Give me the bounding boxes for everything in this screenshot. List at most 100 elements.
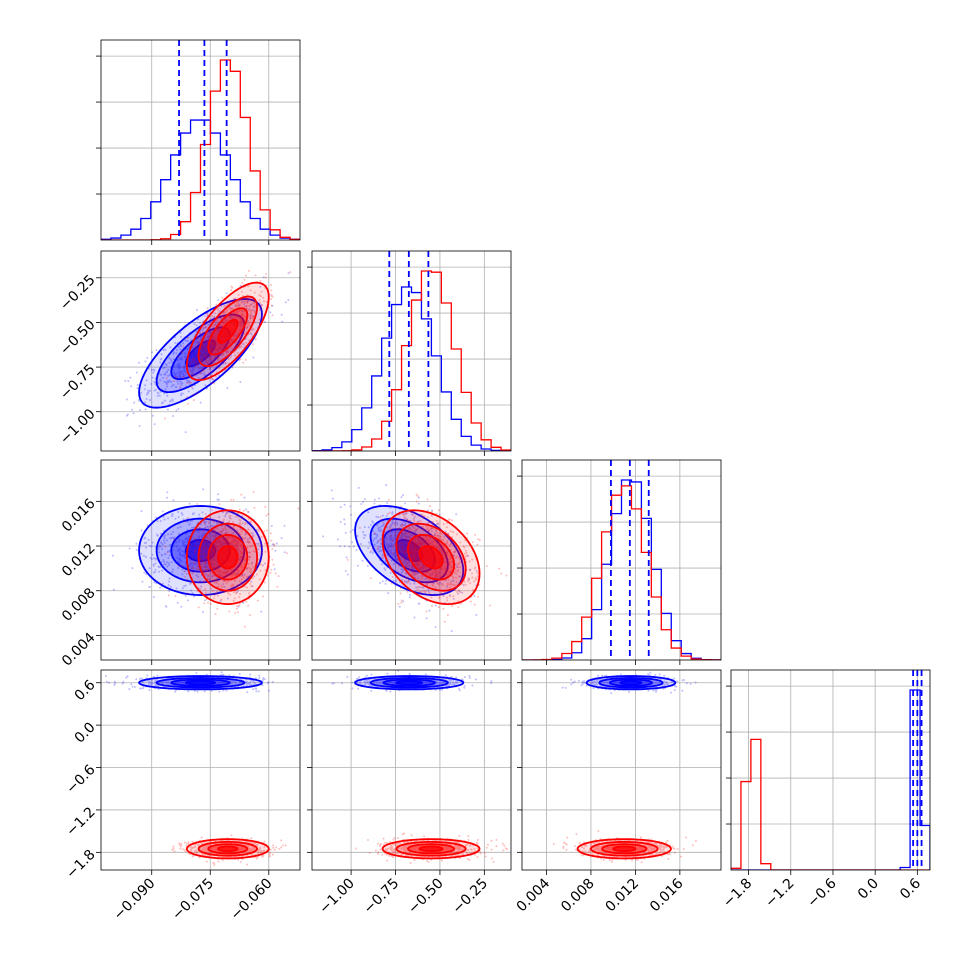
x-tick-label: 0.008 [558, 876, 598, 916]
density-contour [590, 841, 659, 857]
density-contour [381, 509, 481, 606]
density-contour [395, 841, 467, 857]
density-contour [185, 281, 270, 382]
histogram-series-0 [731, 689, 930, 870]
x-tick-label: 0.0 [855, 876, 882, 903]
density-contour [576, 838, 672, 860]
y-tick-label: 0.0 [72, 719, 99, 746]
y-tick-label: −0.75 [57, 361, 99, 403]
panel-1-1 [311, 250, 512, 452]
x-tick-label: −0.060 [228, 876, 276, 924]
density-contour [207, 307, 249, 356]
density-fill [218, 319, 238, 343]
histogram-series-1 [731, 738, 930, 870]
histogram-series-0 [312, 286, 511, 451]
density-contour [184, 680, 217, 686]
panel-3-3 [730, 669, 931, 871]
y-tick-label: 0.016 [59, 496, 99, 536]
y-tick-label: −0.25 [57, 272, 99, 314]
panel-2-2 [521, 459, 722, 661]
density-contour [207, 533, 249, 581]
x-tick-label: −0.25 [450, 876, 492, 918]
density-contour [185, 838, 270, 860]
panel-frame [521, 459, 722, 661]
density-contour [170, 678, 231, 687]
y-tick-label: −0.6 [63, 762, 98, 797]
density-contour [207, 843, 249, 855]
density-contour [395, 680, 424, 686]
histogram-series-0 [101, 119, 300, 240]
density-contour [138, 298, 263, 409]
density-contour [418, 845, 444, 853]
density-contour [138, 505, 263, 596]
panel-1-0 [100, 250, 301, 452]
density-contour [354, 505, 465, 596]
histogram-series-0 [522, 479, 721, 660]
density-contour [197, 841, 258, 857]
x-tick-label: −1.2 [762, 876, 797, 911]
density-contour [395, 522, 467, 592]
panel-frame [100, 459, 301, 661]
x-tick-label: 0.6 [897, 875, 924, 902]
density-contour [418, 545, 444, 570]
y-tick-label: −1.8 [63, 847, 98, 882]
density-contour [369, 517, 449, 584]
panel-frame [730, 669, 931, 871]
density-contour [155, 313, 246, 394]
panel-frame [521, 669, 722, 871]
density-contour [382, 678, 436, 687]
density-fill [419, 546, 443, 569]
y-tick-label: 0.012 [59, 540, 99, 580]
panel-frame [311, 250, 512, 452]
density-contour [407, 843, 456, 855]
density-contour [608, 678, 654, 687]
density-contour [407, 533, 456, 581]
panel-frame [100, 39, 301, 241]
panel-2-0 [100, 459, 301, 661]
y-tick-label: 0.6 [72, 677, 99, 704]
density-contour [138, 675, 263, 691]
density-contour [155, 677, 246, 689]
x-tick-label: 0.012 [603, 876, 643, 916]
y-tick-label: 0.004 [59, 630, 99, 670]
panel-2-1 [311, 459, 512, 661]
density-contour [197, 295, 258, 368]
density-contour [619, 680, 643, 686]
density-contour [601, 843, 648, 855]
histogram-series-1 [312, 270, 511, 451]
histogram-series-1 [522, 485, 721, 660]
panel-3-2 [521, 669, 722, 871]
density-contour [217, 318, 239, 344]
x-tick-label: −0.75 [361, 876, 403, 918]
x-tick-label: −1.00 [316, 876, 358, 918]
density-contour [369, 677, 449, 689]
density-contour [185, 509, 270, 606]
y-tick-label: −1.00 [57, 406, 99, 448]
x-tick-label: −0.075 [169, 876, 217, 924]
x-tick-label: −0.090 [111, 876, 159, 924]
histogram-series-1 [101, 59, 300, 240]
y-tick-label: −0.50 [57, 317, 99, 359]
density-fill [218, 546, 238, 569]
panel-frame [311, 669, 512, 871]
panel-frame [100, 250, 301, 452]
density-contour [197, 522, 258, 592]
panel-frame [100, 669, 301, 871]
density-contour [217, 545, 239, 570]
x-tick-label: 0.016 [647, 875, 687, 915]
x-tick-label: 0.004 [514, 875, 554, 915]
density-contour [612, 845, 637, 853]
panel-3-1 [311, 669, 512, 871]
density-contour [381, 838, 481, 860]
panel-3-0 [100, 669, 301, 871]
panel-0-0 [100, 39, 301, 241]
x-tick-label: −1.8 [720, 876, 755, 911]
panel-frame [311, 459, 512, 661]
y-tick-label: 0.008 [59, 585, 99, 625]
density-contour [170, 528, 231, 573]
x-tick-label: −0.6 [804, 875, 839, 910]
density-contour [217, 845, 239, 853]
x-tick-label: −0.50 [405, 876, 447, 918]
density-contour [598, 677, 664, 689]
